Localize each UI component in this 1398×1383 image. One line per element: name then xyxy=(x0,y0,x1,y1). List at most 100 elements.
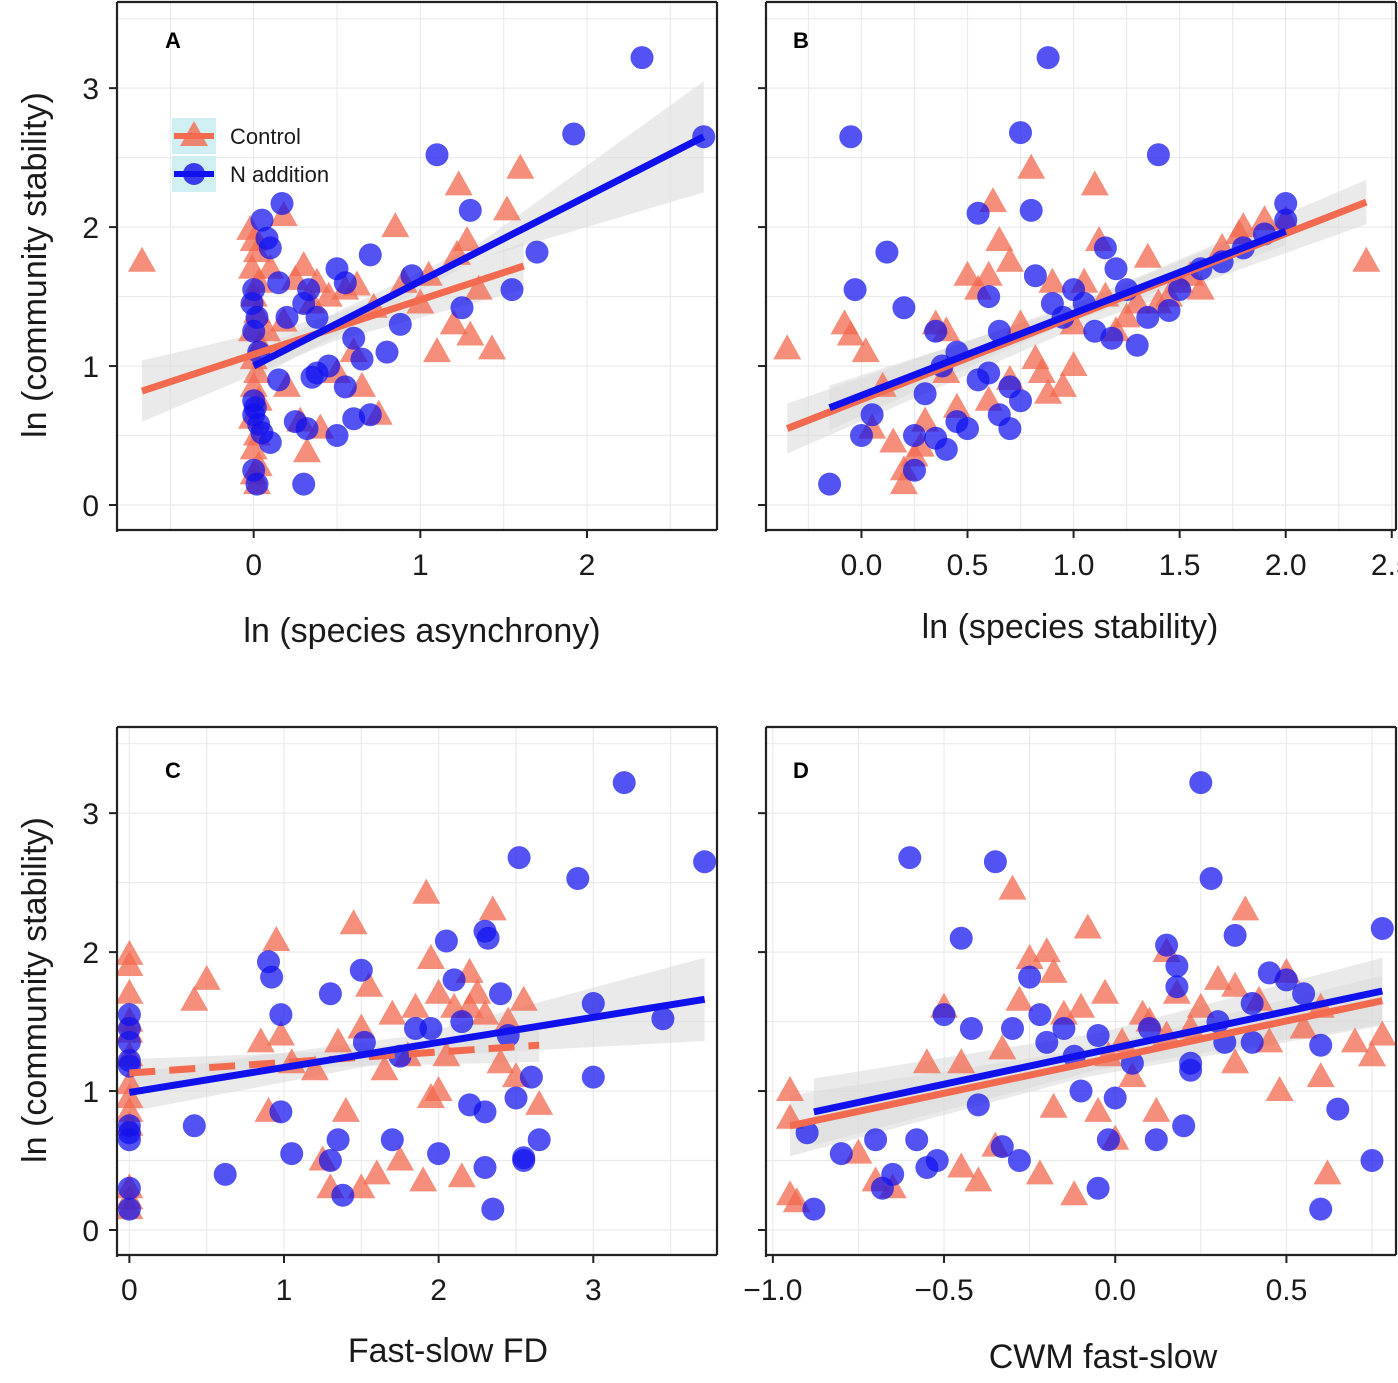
panel-b-point-n-addition-47 xyxy=(903,458,926,482)
panel-d-point-n-addition-14 xyxy=(990,1135,1014,1159)
panel-a-point-control-46 xyxy=(293,437,321,463)
panel-d-point-control-45 xyxy=(1368,1020,1397,1046)
panel-d-point-control-24 xyxy=(1091,978,1119,1004)
panel-c-ylabel: ln (community stability) xyxy=(16,817,54,1163)
panel-b-point-control-15 xyxy=(974,260,1003,286)
panel-c-point-n-addition-35 xyxy=(481,1197,505,1221)
panel-b-fit-lines xyxy=(785,198,1368,432)
panel-d-letter: D xyxy=(793,758,809,783)
panel-a-point-control-41 xyxy=(493,195,521,221)
panel-d-xtick-label-0: −1.0 xyxy=(743,1274,802,1307)
panel-d-point-n-addition-15 xyxy=(1001,1017,1024,1040)
panel-c-ytick-label-1: 1 xyxy=(82,1076,99,1109)
panel-d-points xyxy=(776,771,1397,1221)
panel-c-point-n-addition-49 xyxy=(473,1156,497,1179)
panel-a-point-n-addition-46 xyxy=(283,410,307,434)
panel-d-point-n-addition-43 xyxy=(1274,968,1298,992)
panel-d-point-control-49 xyxy=(1265,1076,1294,1101)
panel-a-point-n-addition-41 xyxy=(562,122,586,146)
panel-c-point-n-addition-50 xyxy=(512,1146,536,1170)
panel-d-point-n-addition-16 xyxy=(1007,1149,1031,1172)
panel-a-point-n-addition-40 xyxy=(525,240,549,264)
panel-c-point-n-addition-22 xyxy=(352,1030,376,1054)
panel-b-point-control-0 xyxy=(773,334,802,360)
panel-b-letter: B xyxy=(793,28,809,53)
panel-a-point-n-addition-28 xyxy=(333,271,357,295)
panel-b-point-n-addition-9 xyxy=(924,319,948,343)
panel-d-point-control-42 xyxy=(1313,1159,1342,1185)
panel-a-fit-lines xyxy=(140,133,706,395)
panel-d-point-n-addition-26 xyxy=(1103,1086,1127,1110)
panel-d-point-control-48 xyxy=(1039,1092,1068,1118)
panel-c-xtick-label-2: 2 xyxy=(430,1274,447,1307)
panel-a-point-n-addition-42 xyxy=(630,46,654,70)
panel-c-point-n-addition-13 xyxy=(260,965,284,989)
panel-b-point-control-27 xyxy=(1080,170,1109,196)
panel-d-point-control-36 xyxy=(1231,895,1260,921)
panel-d-point-control-29 xyxy=(1142,1096,1171,1122)
panel-a-ylabel: ln (community stability) xyxy=(16,92,54,438)
panel-a-ytick-label-1: 1 xyxy=(82,351,99,384)
panel-b-point-n-addition-29 xyxy=(1093,236,1117,260)
panel-b-point-n-addition-49 xyxy=(1100,326,1124,350)
panel-c-point-control-42 xyxy=(471,999,499,1025)
panel-d-point-n-addition-46 xyxy=(1309,1197,1333,1221)
panel-c-point-control-43 xyxy=(478,895,507,921)
panel-c-point-n-addition-27 xyxy=(427,1142,451,1166)
panel-c-point-control-29 xyxy=(378,999,407,1025)
panel-a-point-n-addition-17 xyxy=(267,271,291,295)
panel-b-point-n-addition-23 xyxy=(1036,46,1060,70)
panel-d-point-control-44 xyxy=(1358,1041,1386,1067)
panel-b-xtick-label-0: 0.0 xyxy=(841,549,883,582)
panel-a: 0 1 2 0 1 2 3 A ln (species asynchrony) ln (co… xyxy=(16,0,719,650)
panel-a-ytick-label-0: 0 xyxy=(82,490,99,523)
panel-b-xtick-label-4: 2.0 xyxy=(1265,549,1307,582)
panel-d-fit-control xyxy=(789,997,1384,1130)
panel-c-xtick-label-0: 0 xyxy=(121,1274,138,1307)
panel-a-point-n-addition-45 xyxy=(325,424,349,447)
panel-b-point-control-13 xyxy=(953,260,982,286)
panel-d-fit-n-addition xyxy=(813,987,1384,1116)
panel-c-point-control-35 xyxy=(416,944,445,969)
panel-a-point-control-23 xyxy=(289,251,318,276)
panel-c-point-control-20 xyxy=(300,1055,329,1081)
panel-c-point-n-addition-36 xyxy=(489,982,512,1006)
panel-d-point-n-addition-11 xyxy=(949,926,973,950)
panel-a-points xyxy=(128,46,716,496)
panel-d-point-n-addition-48 xyxy=(1360,1149,1384,1172)
panel-c-point-n-addition-23 xyxy=(380,1128,404,1152)
panel-b: 0.0 0.5 1.0 1.5 2.0 2.5 B ln (species stabili… xyxy=(758,0,1398,646)
panel-c-xtick-label-3: 3 xyxy=(585,1274,602,1307)
panel-d-point-control-14 xyxy=(1005,985,1034,1011)
panel-c-point-n-addition-2 xyxy=(117,1030,141,1054)
panel-b-point-n-addition-30 xyxy=(1104,257,1128,281)
panel-c-point-n-addition-47 xyxy=(651,1007,675,1031)
panel-b-point-n-addition-16 xyxy=(966,201,990,225)
panel-a-point-n-addition-0 xyxy=(250,208,274,232)
panel-c-point-n-addition-17 xyxy=(318,982,342,1006)
panel-b-point-n-addition-20 xyxy=(1009,121,1032,145)
panel-b-point-n-addition-3 xyxy=(875,240,899,264)
panel-c-point-control-48 xyxy=(525,1089,554,1115)
panel-b-point-n-addition-41 xyxy=(1274,192,1298,215)
panel-c-point-control-13 xyxy=(180,985,209,1011)
panel-d-point-n-addition-7 xyxy=(905,1128,929,1152)
panel-c-point-control-24 xyxy=(331,1096,360,1122)
panel-c-point-n-addition-11 xyxy=(213,1162,237,1186)
panel-b-point-control-39 xyxy=(1352,246,1381,272)
panel-a-ticks: 0 1 2 0 1 2 3 xyxy=(82,73,595,582)
panel-b-point-control-23 xyxy=(1038,267,1067,293)
panel-b-point-n-addition-33 xyxy=(1136,305,1160,329)
panel-d-point-control-23 xyxy=(1084,1096,1113,1122)
panel-a-point-control-40 xyxy=(478,334,506,360)
panel-a-xtick-label-2: 2 xyxy=(579,549,596,582)
panel-d-point-n-addition-18 xyxy=(1028,1003,1052,1027)
panel-d-point-control-41 xyxy=(1306,1062,1335,1088)
panel-b-point-n-addition-6 xyxy=(892,296,916,320)
panel-d-point-control-12 xyxy=(988,1034,1017,1060)
panel-c-point-control-18 xyxy=(266,1020,295,1046)
panel-a-point-n-addition-48 xyxy=(300,365,324,389)
panel-c-point-control-33 xyxy=(409,1166,438,1192)
panel-d: −1.0 −0.5 0.0 0.5 D CWM fast-slow xyxy=(743,725,1398,1376)
panel-c-point-n-addition-45 xyxy=(581,992,605,1015)
